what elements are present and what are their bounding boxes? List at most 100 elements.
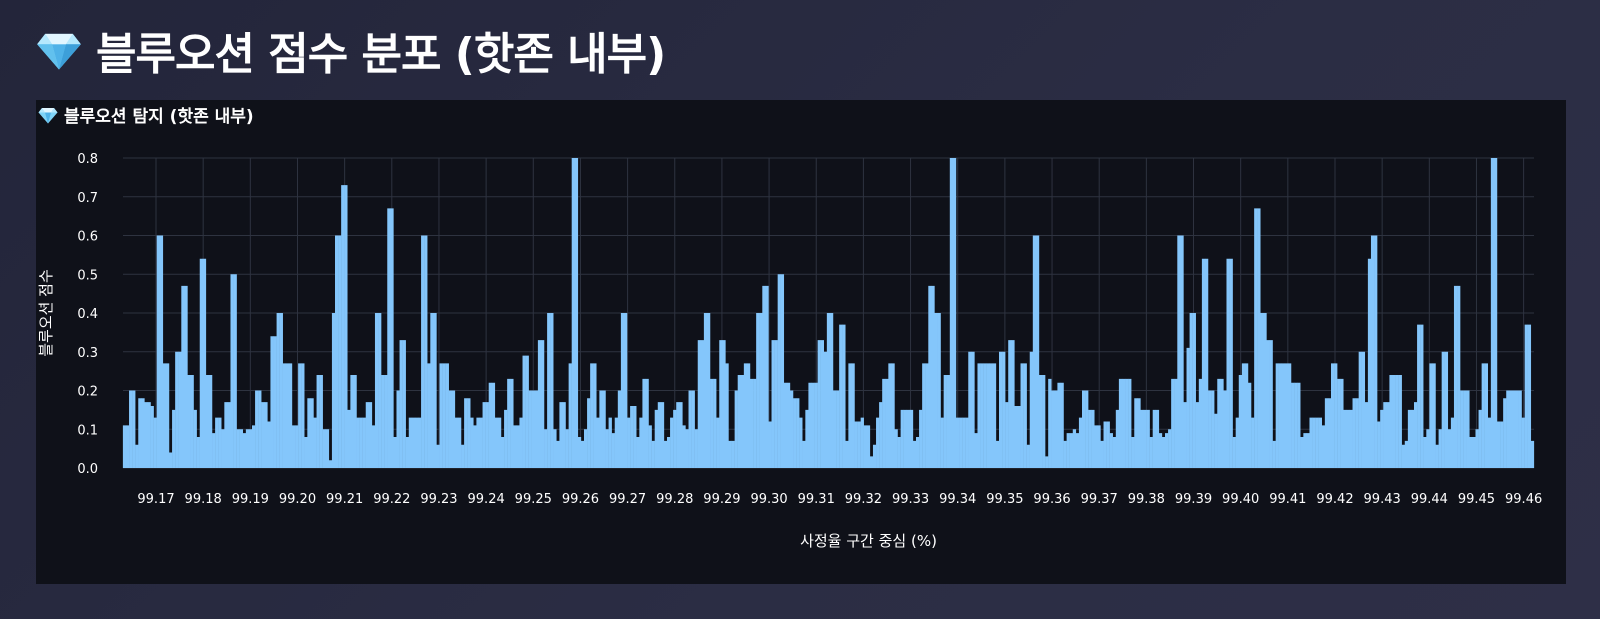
bar bbox=[654, 409, 659, 468]
bar bbox=[860, 417, 864, 468]
bar bbox=[1294, 382, 1298, 468]
bar bbox=[1367, 258, 1372, 468]
bar bbox=[1297, 382, 1301, 468]
bar bbox=[968, 351, 972, 468]
bar bbox=[768, 421, 772, 468]
bar bbox=[301, 363, 305, 468]
bar bbox=[1060, 382, 1064, 468]
bar bbox=[642, 378, 646, 468]
bar bbox=[980, 363, 984, 468]
bar bbox=[285, 363, 290, 468]
x-tick-label: 99.30 bbox=[750, 492, 787, 507]
bar bbox=[583, 429, 588, 468]
bar bbox=[1241, 363, 1246, 468]
x-tick-label: 99.37 bbox=[1081, 492, 1118, 507]
bar bbox=[1530, 440, 1535, 468]
x-tick-label: 99.45 bbox=[1458, 492, 1495, 507]
bar bbox=[1447, 429, 1452, 468]
x-tick-label: 99.28 bbox=[656, 492, 693, 507]
bar bbox=[765, 285, 769, 468]
page-title-text: 블루오션 점수 분포 (핫존 내부) bbox=[96, 29, 666, 80]
bar bbox=[617, 390, 622, 468]
bar bbox=[749, 378, 754, 468]
bar bbox=[614, 417, 619, 468]
bar bbox=[857, 421, 861, 468]
bar bbox=[1069, 433, 1074, 468]
bar bbox=[159, 235, 164, 468]
bar bbox=[1438, 429, 1442, 468]
bar bbox=[504, 409, 508, 468]
bar bbox=[347, 409, 351, 468]
bar bbox=[713, 378, 717, 468]
bar bbox=[1186, 347, 1190, 468]
bar bbox=[393, 437, 397, 468]
bar bbox=[147, 402, 151, 468]
bar bbox=[1051, 390, 1055, 468]
bar bbox=[1327, 398, 1332, 468]
bar bbox=[565, 429, 569, 468]
bar bbox=[291, 425, 296, 468]
bar bbox=[1330, 363, 1335, 468]
bar bbox=[371, 425, 376, 468]
bar bbox=[384, 375, 388, 468]
bar bbox=[1235, 417, 1240, 468]
bar bbox=[568, 363, 572, 468]
bar bbox=[959, 417, 963, 468]
bar bbox=[789, 390, 794, 468]
bar bbox=[1466, 390, 1470, 468]
bar bbox=[891, 363, 895, 468]
bar bbox=[906, 409, 911, 468]
x-tick-label: 99.17 bbox=[137, 492, 174, 507]
bar bbox=[408, 417, 413, 468]
bar bbox=[1398, 375, 1402, 468]
y-tick-label: 0.6 bbox=[77, 230, 98, 245]
bar bbox=[368, 402, 373, 468]
bar bbox=[1346, 409, 1350, 468]
bar bbox=[1413, 402, 1418, 468]
bar bbox=[673, 409, 677, 468]
x-tick-label: 99.25 bbox=[515, 492, 552, 507]
bar bbox=[1208, 390, 1212, 468]
bar bbox=[700, 340, 705, 468]
x-tick-label: 99.39 bbox=[1175, 492, 1212, 507]
bar bbox=[221, 429, 225, 468]
bar bbox=[1137, 398, 1141, 468]
bar bbox=[122, 425, 127, 468]
bar bbox=[1002, 351, 1006, 468]
bar bbox=[307, 398, 311, 468]
bar bbox=[983, 363, 987, 468]
bar bbox=[1211, 390, 1215, 468]
bar bbox=[316, 375, 320, 468]
bar bbox=[1226, 258, 1230, 468]
bar bbox=[796, 398, 800, 468]
bar bbox=[1183, 402, 1187, 468]
bar bbox=[442, 363, 446, 468]
x-tick-label: 99.40 bbox=[1222, 492, 1259, 507]
bar bbox=[829, 313, 834, 468]
bar bbox=[356, 417, 360, 468]
x-tick-label: 99.33 bbox=[892, 492, 929, 507]
bar bbox=[998, 351, 1003, 468]
bar bbox=[534, 390, 539, 468]
bar bbox=[273, 336, 277, 468]
x-tick-label: 99.24 bbox=[468, 492, 505, 507]
bar bbox=[344, 185, 348, 468]
bar bbox=[1244, 363, 1249, 468]
bar bbox=[1254, 208, 1258, 468]
bar bbox=[943, 375, 947, 468]
bar bbox=[175, 351, 179, 468]
bar bbox=[1463, 390, 1467, 468]
bar bbox=[350, 375, 354, 468]
bar bbox=[1512, 390, 1516, 468]
bar bbox=[304, 437, 308, 468]
bar bbox=[836, 390, 840, 468]
x-tick-label: 99.26 bbox=[562, 492, 599, 507]
bar bbox=[1487, 417, 1492, 468]
bar bbox=[746, 363, 751, 468]
x-tick-label: 99.19 bbox=[232, 492, 269, 507]
bar bbox=[1334, 363, 1338, 468]
bar bbox=[331, 313, 336, 468]
bar bbox=[1484, 363, 1489, 468]
bar bbox=[1220, 378, 1224, 468]
bar bbox=[1395, 375, 1399, 468]
